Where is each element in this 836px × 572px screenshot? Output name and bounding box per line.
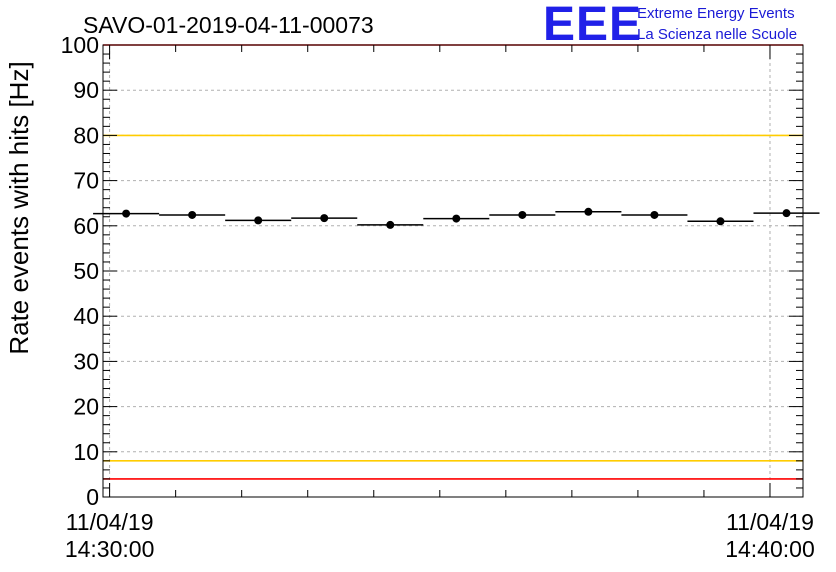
point-marker bbox=[122, 209, 131, 218]
data-point bbox=[489, 210, 556, 219]
logo-line-2: La Scienza nelle Scuole bbox=[637, 26, 797, 43]
data-point bbox=[621, 210, 688, 219]
eee-logo: EEE Extreme Energy Events La Scienza nel… bbox=[543, 0, 797, 51]
point-marker bbox=[518, 210, 527, 219]
data-point bbox=[225, 216, 292, 225]
data-point bbox=[555, 207, 622, 216]
point-marker bbox=[584, 207, 593, 216]
axis-ticks bbox=[103, 44, 803, 498]
x-tick-date: 11/04/19 bbox=[726, 509, 814, 535]
data-point bbox=[159, 210, 226, 219]
logo-line-1: Extreme Energy Events bbox=[637, 5, 795, 22]
x-tick-time: 14:40:00 bbox=[725, 536, 815, 562]
logo-mark: EEE bbox=[543, 0, 642, 51]
point-marker bbox=[716, 217, 725, 226]
y-tick-label: 90 bbox=[73, 77, 99, 103]
point-marker bbox=[188, 210, 197, 219]
y-tick-label: 10 bbox=[73, 439, 99, 465]
data-point bbox=[93, 209, 160, 218]
y-tick-labels: 0 10 20 30 40 50 60 70 80 90 100 bbox=[61, 32, 99, 510]
point-marker bbox=[452, 214, 461, 223]
y-tick-label: 70 bbox=[73, 168, 99, 194]
chart-title: SAVO-01-2019-04-11-00073 bbox=[83, 12, 374, 38]
data-point bbox=[753, 209, 820, 218]
reference-lines bbox=[103, 44, 803, 480]
x-tick-time: 14:30:00 bbox=[65, 536, 155, 562]
y-axis-label: Rate events with hits [Hz] bbox=[4, 61, 34, 354]
point-marker bbox=[782, 209, 791, 218]
y-tick-label: 40 bbox=[73, 303, 99, 329]
y-tick-label: 0 bbox=[86, 484, 99, 510]
data-point bbox=[357, 220, 424, 229]
grid bbox=[103, 44, 803, 498]
y-tick-label: 100 bbox=[61, 32, 99, 58]
point-marker bbox=[320, 214, 329, 223]
y-tick-label: 60 bbox=[73, 213, 99, 239]
point-marker bbox=[386, 220, 395, 229]
y-tick-label: 30 bbox=[73, 348, 99, 374]
data-point bbox=[291, 214, 358, 223]
y-tick-label: 50 bbox=[73, 258, 99, 284]
data-point bbox=[423, 214, 490, 223]
point-marker bbox=[254, 216, 263, 225]
y-tick-label: 80 bbox=[73, 122, 99, 148]
y-tick-label: 20 bbox=[73, 394, 99, 420]
data-point bbox=[687, 217, 754, 226]
x-tick-date: 11/04/19 bbox=[66, 509, 154, 535]
point-marker bbox=[650, 210, 659, 219]
data-points bbox=[93, 207, 820, 229]
